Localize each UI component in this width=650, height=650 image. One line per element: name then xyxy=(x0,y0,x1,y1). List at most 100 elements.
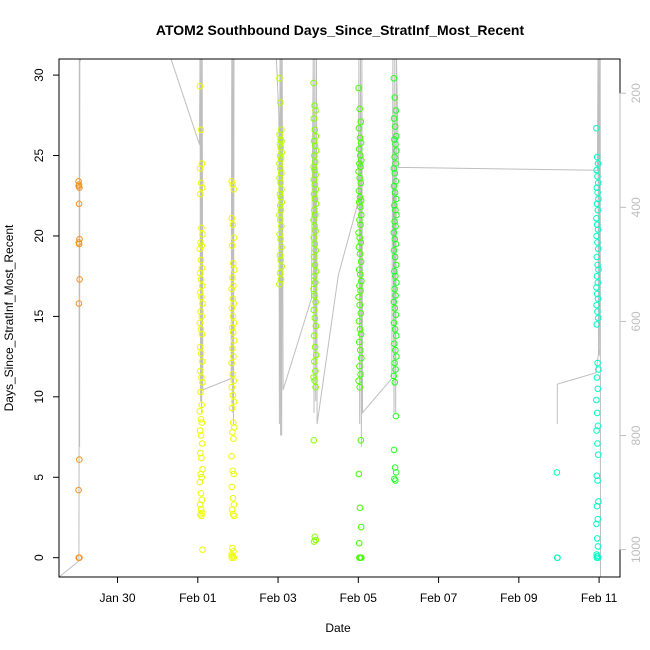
data-point xyxy=(357,371,364,378)
data-point xyxy=(593,554,601,562)
data-point xyxy=(356,160,363,167)
data-point xyxy=(311,377,318,385)
data-point xyxy=(311,272,318,280)
data-point xyxy=(278,137,285,145)
data-point xyxy=(198,224,205,232)
data-point xyxy=(278,243,285,251)
data-point xyxy=(199,379,206,386)
data-point xyxy=(593,427,600,434)
data-point xyxy=(198,509,206,517)
data-point xyxy=(310,176,318,183)
data-point xyxy=(391,340,398,348)
data-point xyxy=(390,372,398,380)
data-point xyxy=(276,131,283,138)
data-point xyxy=(230,435,237,443)
data-point xyxy=(355,145,363,153)
data-point xyxy=(199,231,206,238)
data-point xyxy=(276,174,283,182)
data-point xyxy=(310,306,318,314)
data-point xyxy=(391,235,399,243)
data-point xyxy=(390,182,398,190)
data-point xyxy=(594,359,601,367)
data-point xyxy=(311,240,319,248)
data-point xyxy=(197,126,205,134)
data-point xyxy=(230,554,237,562)
data-point xyxy=(277,99,284,106)
data-point xyxy=(197,326,205,333)
profile-line-2 xyxy=(556,349,600,425)
data-point xyxy=(390,165,398,172)
data-point xyxy=(229,295,236,303)
data-point xyxy=(357,346,364,354)
data-point xyxy=(197,239,204,246)
data-point xyxy=(593,472,601,480)
data-point xyxy=(594,314,602,322)
data-point xyxy=(228,483,236,491)
data-point xyxy=(230,398,238,406)
data-point xyxy=(392,141,399,148)
data-point xyxy=(593,301,600,309)
data-point xyxy=(312,322,320,330)
data-point xyxy=(356,174,364,182)
data-point xyxy=(391,153,398,161)
data-point xyxy=(197,511,204,518)
data-point xyxy=(198,282,206,290)
data-point xyxy=(198,454,205,462)
data-point xyxy=(311,102,318,109)
data-point xyxy=(357,287,364,295)
data-point xyxy=(198,313,205,320)
data-point xyxy=(312,536,320,544)
data-point xyxy=(594,477,601,484)
data-point xyxy=(595,266,602,274)
data-point xyxy=(198,401,205,409)
right-tick-label: 200 xyxy=(629,83,643,103)
data-point xyxy=(311,152,318,159)
data-point xyxy=(229,260,237,267)
data-point xyxy=(196,501,204,508)
data-point xyxy=(310,253,318,261)
data-point xyxy=(357,271,364,278)
x-tick-label: Jan 30 xyxy=(100,591,136,605)
data-point xyxy=(357,139,365,146)
data-point xyxy=(392,366,399,373)
data-point xyxy=(229,329,237,336)
data-point xyxy=(276,190,284,198)
data-point xyxy=(392,240,400,248)
data-point xyxy=(228,305,236,312)
data-point xyxy=(392,206,399,214)
data-point xyxy=(196,408,204,415)
data-point xyxy=(310,538,318,545)
data-point xyxy=(277,256,285,264)
data-point xyxy=(310,216,317,224)
y-tick-label: 20 xyxy=(32,229,46,243)
data-point xyxy=(197,190,204,198)
data-point xyxy=(355,293,362,301)
x-tick-label: Feb 09 xyxy=(500,591,538,605)
data-point xyxy=(75,200,83,208)
data-point xyxy=(357,221,364,228)
data-point xyxy=(311,358,318,365)
data-point xyxy=(228,554,236,562)
data-point xyxy=(392,412,400,420)
data-point xyxy=(594,295,602,303)
data-point xyxy=(356,554,363,562)
data-point xyxy=(593,284,600,291)
data-point xyxy=(357,118,365,125)
data-point xyxy=(228,215,236,222)
data-point xyxy=(229,494,237,502)
data-point xyxy=(392,477,399,484)
data-point xyxy=(228,506,236,513)
data-point xyxy=(196,245,204,253)
data-point xyxy=(197,308,204,315)
y-tick-label: 5 xyxy=(32,474,46,481)
data-point xyxy=(229,221,237,228)
data-point xyxy=(594,206,602,214)
data-point xyxy=(554,554,561,562)
data-point xyxy=(311,142,319,150)
data-point xyxy=(356,234,364,241)
x-tick-label: Feb 03 xyxy=(259,591,297,605)
data-point xyxy=(230,548,237,555)
data-point xyxy=(229,371,236,378)
data-point xyxy=(391,475,398,483)
data-point xyxy=(355,229,362,236)
